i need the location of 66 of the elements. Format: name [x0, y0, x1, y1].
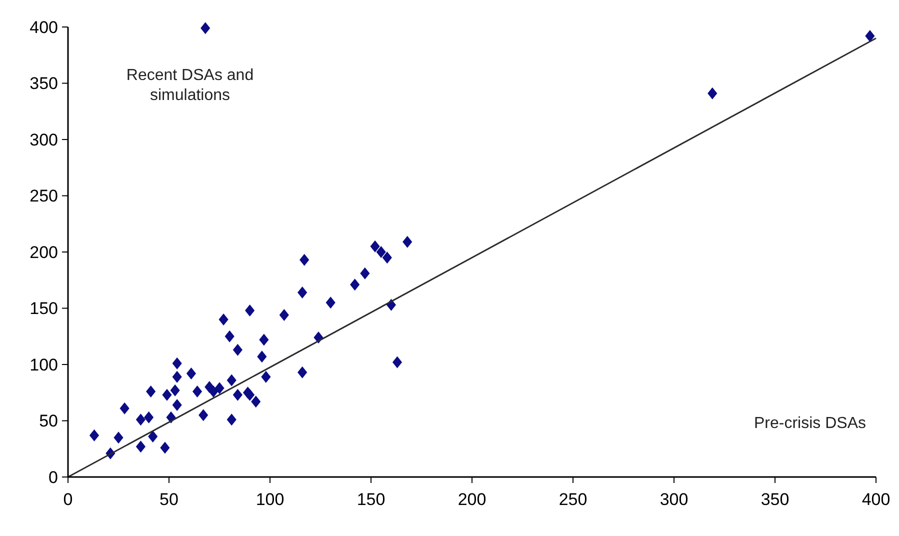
point	[144, 411, 154, 424]
point	[392, 356, 402, 368]
point	[136, 414, 146, 426]
y-tick-label: 300	[30, 130, 58, 150]
point	[120, 402, 130, 414]
y-tick-label: 250	[30, 186, 58, 206]
point	[370, 240, 380, 252]
x-tick-label: 50	[160, 490, 178, 509]
x-tick-label: 200	[458, 490, 486, 509]
y-tick-label: 350	[30, 74, 58, 94]
point	[224, 330, 234, 342]
point	[257, 350, 267, 363]
y-tick-label: 200	[30, 242, 58, 262]
point	[214, 382, 224, 394]
point	[360, 267, 370, 280]
point	[186, 368, 196, 380]
annotation: Recent DSAs and simulations	[126, 67, 254, 104]
x-tick-label: 300	[660, 490, 688, 509]
point	[172, 399, 182, 411]
point	[226, 414, 236, 426]
point	[136, 440, 146, 453]
point	[298, 366, 308, 378]
point	[200, 22, 210, 34]
point	[245, 304, 255, 316]
point	[350, 278, 360, 291]
point	[114, 432, 124, 444]
annotation: Pre-crisis DSAs	[754, 415, 866, 432]
y-tick-label: 100	[30, 355, 58, 374]
point	[279, 309, 289, 321]
point	[198, 409, 208, 422]
x-tick-label: 150	[356, 490, 386, 509]
point	[218, 314, 228, 326]
y-tick-label: 400	[30, 18, 58, 37]
point	[232, 388, 242, 401]
x-tick-label: 250	[558, 490, 588, 509]
point	[192, 386, 202, 398]
point	[160, 442, 170, 454]
point	[172, 370, 182, 383]
point	[162, 388, 172, 401]
point	[89, 429, 100, 442]
point	[298, 286, 308, 298]
point	[251, 396, 261, 408]
x-tick-label: 100	[256, 490, 284, 509]
y-tick-label: 50	[39, 412, 58, 431]
point	[376, 246, 386, 258]
x-tick-label: 350	[760, 490, 790, 509]
point	[148, 430, 158, 442]
point	[259, 334, 269, 346]
point	[172, 357, 182, 370]
point	[708, 87, 718, 100]
point	[261, 370, 271, 383]
point	[170, 384, 180, 396]
y-tick-label: 0	[48, 468, 58, 487]
point	[326, 296, 336, 309]
x-tick-label: 400	[862, 490, 890, 509]
point	[242, 386, 253, 399]
point	[300, 254, 310, 266]
point	[232, 344, 242, 356]
x-tick-label: 0	[63, 490, 73, 509]
point	[208, 386, 218, 398]
y-tick-label: 150	[30, 299, 58, 318]
point	[382, 252, 392, 264]
point	[146, 386, 156, 398]
point	[226, 374, 236, 386]
point	[865, 30, 875, 42]
point	[402, 236, 412, 248]
